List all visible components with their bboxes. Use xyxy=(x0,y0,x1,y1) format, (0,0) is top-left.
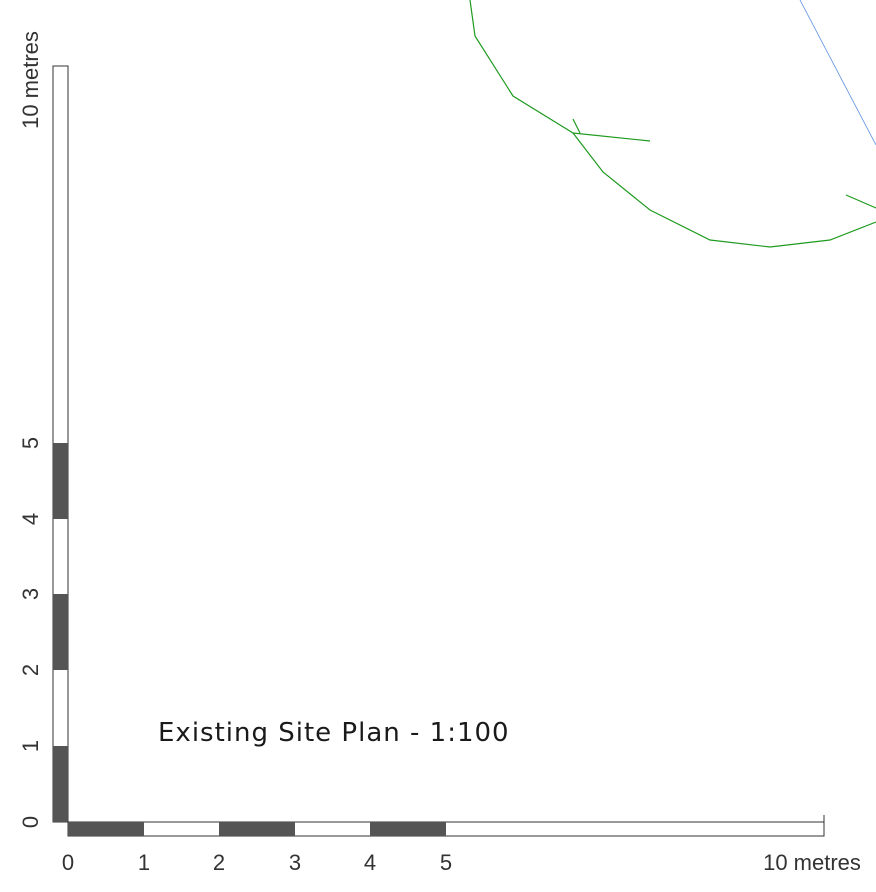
site-features xyxy=(469,0,876,248)
vertical-scale-end-label: 10 metres xyxy=(18,31,43,129)
green-branch-line xyxy=(572,132,651,142)
horizontal-tick-label: 4 xyxy=(364,850,376,875)
horizontal-tick-label: 2 xyxy=(213,850,225,875)
blue-boundary-line xyxy=(799,0,876,146)
vertical-scale-segment-0-1 xyxy=(53,746,68,822)
vertical-tick-label: 5 xyxy=(18,437,43,449)
vertical-scale-bar xyxy=(52,65,69,823)
vertical-tick-label: 1 xyxy=(18,740,43,752)
horizontal-tick-label: 3 xyxy=(289,850,301,875)
horizontal-tick-label: 0 xyxy=(62,850,74,875)
horizontal-scale-segment-0-1 xyxy=(68,822,144,836)
vertical-tick-label: 3 xyxy=(18,588,43,600)
horizontal-scale-labels: 0 1 2 3 4 5 10 metres xyxy=(62,850,861,875)
horizontal-scale-segment-2-3 xyxy=(219,822,295,836)
green-edge-line xyxy=(845,194,876,209)
vertical-scale-labels: 0 1 2 3 4 5 10 metres xyxy=(18,31,43,828)
horizontal-scale-segment-4-5 xyxy=(370,822,446,836)
plan-title: Existing Site Plan - 1:100 xyxy=(158,718,510,748)
green-tick-line xyxy=(572,118,581,134)
green-boundary-line xyxy=(469,0,876,248)
horizontal-tick-label: 5 xyxy=(440,850,452,875)
vertical-scale-segment-4-5 xyxy=(53,443,68,519)
vertical-tick-label: 4 xyxy=(18,513,43,525)
vertical-tick-label: 2 xyxy=(18,664,43,676)
horizontal-tick-label: 1 xyxy=(138,850,150,875)
horizontal-scale-bar xyxy=(67,815,825,837)
horizontal-scale-end-label: 10 metres xyxy=(763,850,861,875)
vertical-tick-label: 0 xyxy=(18,816,43,828)
vertical-scale-segment-2-3 xyxy=(53,594,68,670)
